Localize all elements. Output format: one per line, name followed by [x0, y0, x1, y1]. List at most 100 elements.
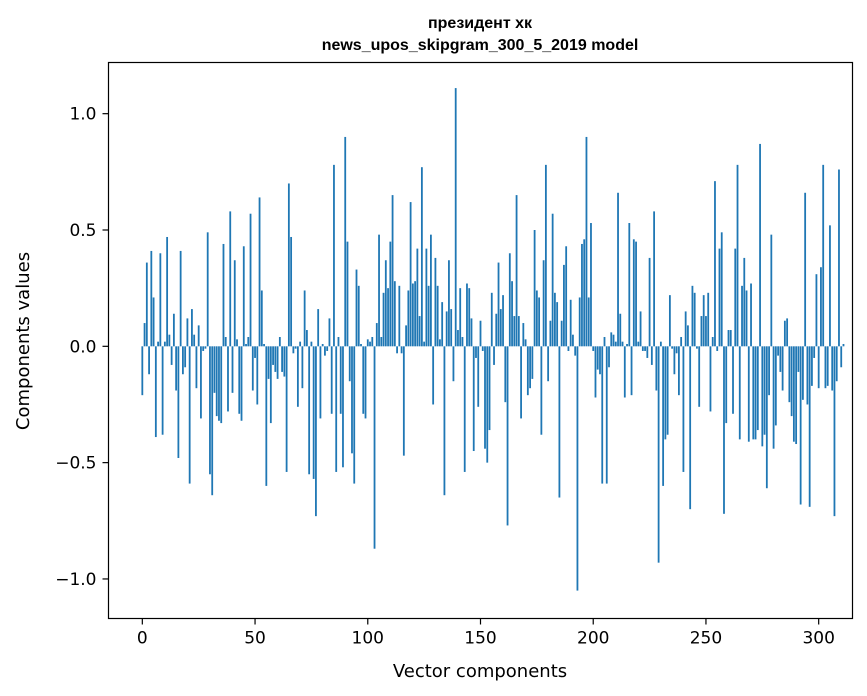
x-tick-label: 150	[464, 629, 496, 649]
bar	[224, 337, 227, 347]
bar	[808, 346, 811, 507]
bar	[335, 346, 338, 472]
bar	[673, 346, 676, 375]
bar	[799, 346, 802, 505]
bar	[371, 337, 374, 347]
bar	[578, 297, 581, 347]
bar	[364, 346, 367, 419]
bar	[353, 346, 356, 484]
bar	[463, 346, 466, 472]
bar	[355, 269, 358, 347]
bar	[179, 250, 182, 347]
bar	[229, 211, 232, 347]
y-tick-label: −0.5	[55, 454, 96, 474]
bar	[423, 341, 426, 347]
bar	[511, 281, 513, 347]
bar	[348, 346, 351, 382]
bar	[526, 346, 529, 396]
bar	[700, 316, 703, 347]
bar	[522, 323, 525, 347]
bar	[357, 285, 360, 347]
bar	[750, 283, 752, 347]
bar	[702, 295, 705, 347]
y-axis-ticks: −1.0 −0.5 0.0 0.5 1.0	[55, 105, 109, 590]
bar	[664, 346, 667, 440]
bar	[551, 213, 554, 347]
bar	[829, 225, 831, 347]
bar	[317, 309, 320, 347]
bar	[824, 346, 827, 389]
bar	[182, 346, 184, 375]
bar	[168, 334, 171, 347]
bar	[599, 346, 601, 375]
bar	[587, 297, 590, 347]
bar	[835, 346, 838, 382]
bar	[281, 346, 283, 372]
bar	[475, 346, 477, 358]
bar	[315, 346, 317, 517]
bar	[450, 309, 453, 347]
bar	[792, 346, 795, 442]
bar	[790, 346, 793, 417]
bar	[441, 302, 444, 347]
bar	[292, 346, 295, 354]
bar	[407, 290, 410, 347]
bar	[310, 341, 313, 347]
bar	[484, 346, 486, 449]
bar	[515, 195, 518, 347]
bar	[765, 346, 768, 489]
y-tick-label: 1.0	[69, 105, 96, 125]
bar	[614, 341, 617, 347]
bar	[601, 346, 604, 484]
bar	[596, 346, 599, 370]
bar	[256, 346, 259, 405]
bar	[714, 181, 716, 347]
bar	[159, 253, 162, 347]
bar	[547, 346, 550, 382]
bar	[817, 346, 820, 389]
bar	[517, 316, 520, 347]
bar	[544, 164, 547, 347]
bar	[508, 253, 511, 347]
bar	[321, 343, 324, 347]
bar	[360, 343, 362, 347]
bar	[696, 346, 698, 349]
bar	[267, 346, 270, 379]
bar	[211, 346, 214, 496]
bar	[560, 320, 563, 347]
bar	[373, 346, 376, 549]
bar	[227, 346, 229, 412]
y-axis-label: Components values	[13, 252, 34, 430]
bar	[452, 346, 455, 382]
bar	[294, 346, 297, 349]
bar	[768, 346, 770, 396]
bar	[461, 337, 464, 347]
bar	[274, 346, 277, 372]
bar	[520, 346, 522, 419]
bar	[563, 264, 565, 347]
bar	[777, 346, 779, 356]
bar	[439, 339, 441, 347]
bar	[269, 346, 272, 424]
bar	[693, 292, 696, 347]
bar	[490, 292, 493, 347]
bar	[445, 311, 448, 347]
bar	[342, 346, 344, 468]
bar	[646, 346, 649, 358]
bar	[738, 346, 741, 440]
bar	[653, 211, 655, 347]
bar	[488, 346, 491, 431]
bar	[594, 346, 597, 398]
bar	[425, 248, 428, 347]
bar	[389, 241, 392, 347]
bar	[770, 234, 773, 347]
bar	[344, 136, 347, 347]
bar	[585, 136, 588, 347]
bar	[290, 236, 293, 347]
bar	[479, 320, 482, 347]
bar	[276, 346, 279, 379]
bar	[759, 143, 761, 347]
bar	[218, 346, 220, 421]
bar	[804, 192, 807, 347]
bar	[567, 346, 570, 351]
